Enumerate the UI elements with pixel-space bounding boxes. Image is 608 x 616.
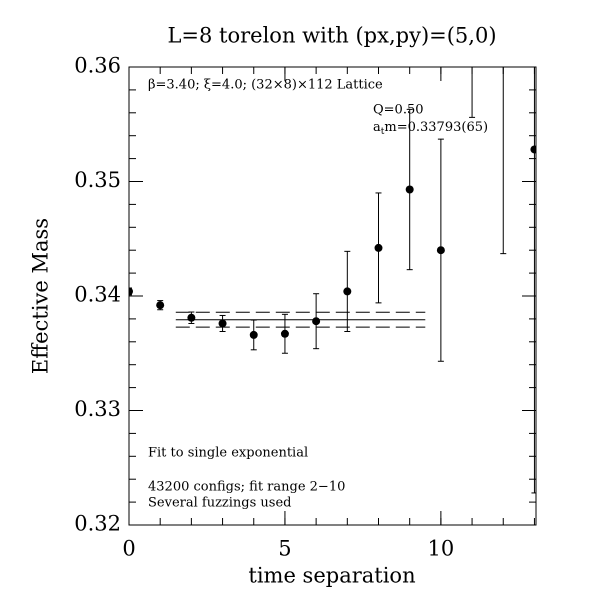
data-points [129, 67, 536, 494]
y-tick-label: 0.36 [74, 54, 121, 78]
data-point [405, 185, 414, 194]
y-axis-label: Effective Mass [29, 218, 53, 374]
data-point [312, 317, 321, 326]
y-tick-label: 0.32 [74, 512, 121, 536]
x-tick-label: 0 [122, 537, 135, 561]
annotation: Several fuzzings used [148, 496, 292, 511]
annotation: β=3.40; ξ=4.0; (32×8)×112 Lattice [148, 78, 383, 93]
chart-title: L=8 torelon with (px,py)=(5,0) [167, 24, 496, 48]
x-tick-label: 5 [278, 537, 291, 561]
annotation: Fit to single exponential [148, 446, 308, 461]
data-point [218, 319, 227, 328]
data-point [530, 145, 536, 154]
data-point [343, 287, 352, 296]
data-point [156, 301, 165, 310]
y-tick-label: 0.33 [74, 397, 121, 421]
fit-label-sub: t [381, 127, 385, 137]
data-point [129, 287, 133, 296]
annotation: 43200 configs; fit range 2−10 [148, 480, 345, 495]
fit-label-base: a [373, 120, 381, 135]
data-point [249, 330, 258, 339]
data-point [436, 246, 445, 255]
y-tick-label: 0.35 [74, 168, 121, 192]
y-tick-label: 0.34 [74, 283, 121, 307]
data-point [374, 243, 383, 252]
fit-label-rest: m=0.33793(65) [384, 120, 488, 135]
x-tick-label: 10 [428, 537, 455, 561]
data-point [187, 313, 196, 322]
x-axis-label: time separation [248, 564, 415, 588]
fit-label: atm=0.33793(65) [373, 120, 488, 137]
annotation: Q=0.50 [373, 103, 424, 118]
data-point [280, 329, 289, 338]
